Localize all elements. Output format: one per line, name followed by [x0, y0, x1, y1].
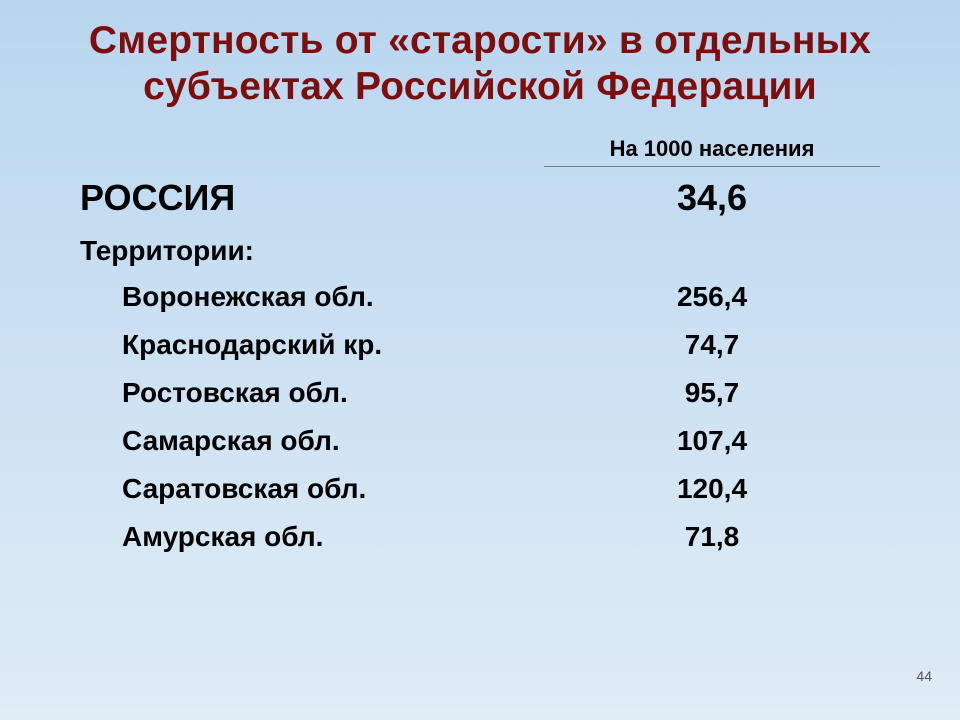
main-row: РОССИЯ 34,6	[80, 167, 880, 225]
region-value: 71,8	[544, 513, 880, 561]
region-label: Амурская обл.	[80, 513, 544, 561]
header-row: На 1000 населения	[80, 136, 880, 167]
region-value: 120,4	[544, 465, 880, 513]
region-label: Самарская обл.	[80, 417, 544, 465]
main-row-label: РОССИЯ	[80, 167, 544, 225]
table-row: Воронежская обл.256,4	[80, 273, 880, 321]
territories-header: Территории:	[80, 225, 880, 273]
table-row: Саратовская обл.120,4	[80, 465, 880, 513]
table-row: Краснодарский кр.74,7	[80, 321, 880, 369]
slide-title: Смертность от «старости» в отдельных суб…	[60, 18, 900, 110]
region-label: Ростовская обл.	[80, 369, 544, 417]
region-value: 95,7	[544, 369, 880, 417]
region-value: 74,7	[544, 321, 880, 369]
page-number: 44	[916, 668, 932, 684]
slide: Смертность от «старости» в отдельных суб…	[0, 0, 960, 720]
table-row: Ростовская обл.95,7	[80, 369, 880, 417]
region-value: 256,4	[544, 273, 880, 321]
column-header: На 1000 населения	[544, 136, 880, 166]
territories-header-row: Территории:	[80, 225, 880, 273]
region-label: Саратовская обл.	[80, 465, 544, 513]
main-row-value: 34,6	[544, 167, 880, 225]
region-value: 107,4	[544, 417, 880, 465]
table-row: Самарская обл.107,4	[80, 417, 880, 465]
region-label: Воронежская обл.	[80, 273, 544, 321]
table-row: Амурская обл.71,8	[80, 513, 880, 561]
data-table: На 1000 населения РОССИЯ 34,6 Территории…	[80, 136, 880, 561]
region-label: Краснодарский кр.	[80, 321, 544, 369]
